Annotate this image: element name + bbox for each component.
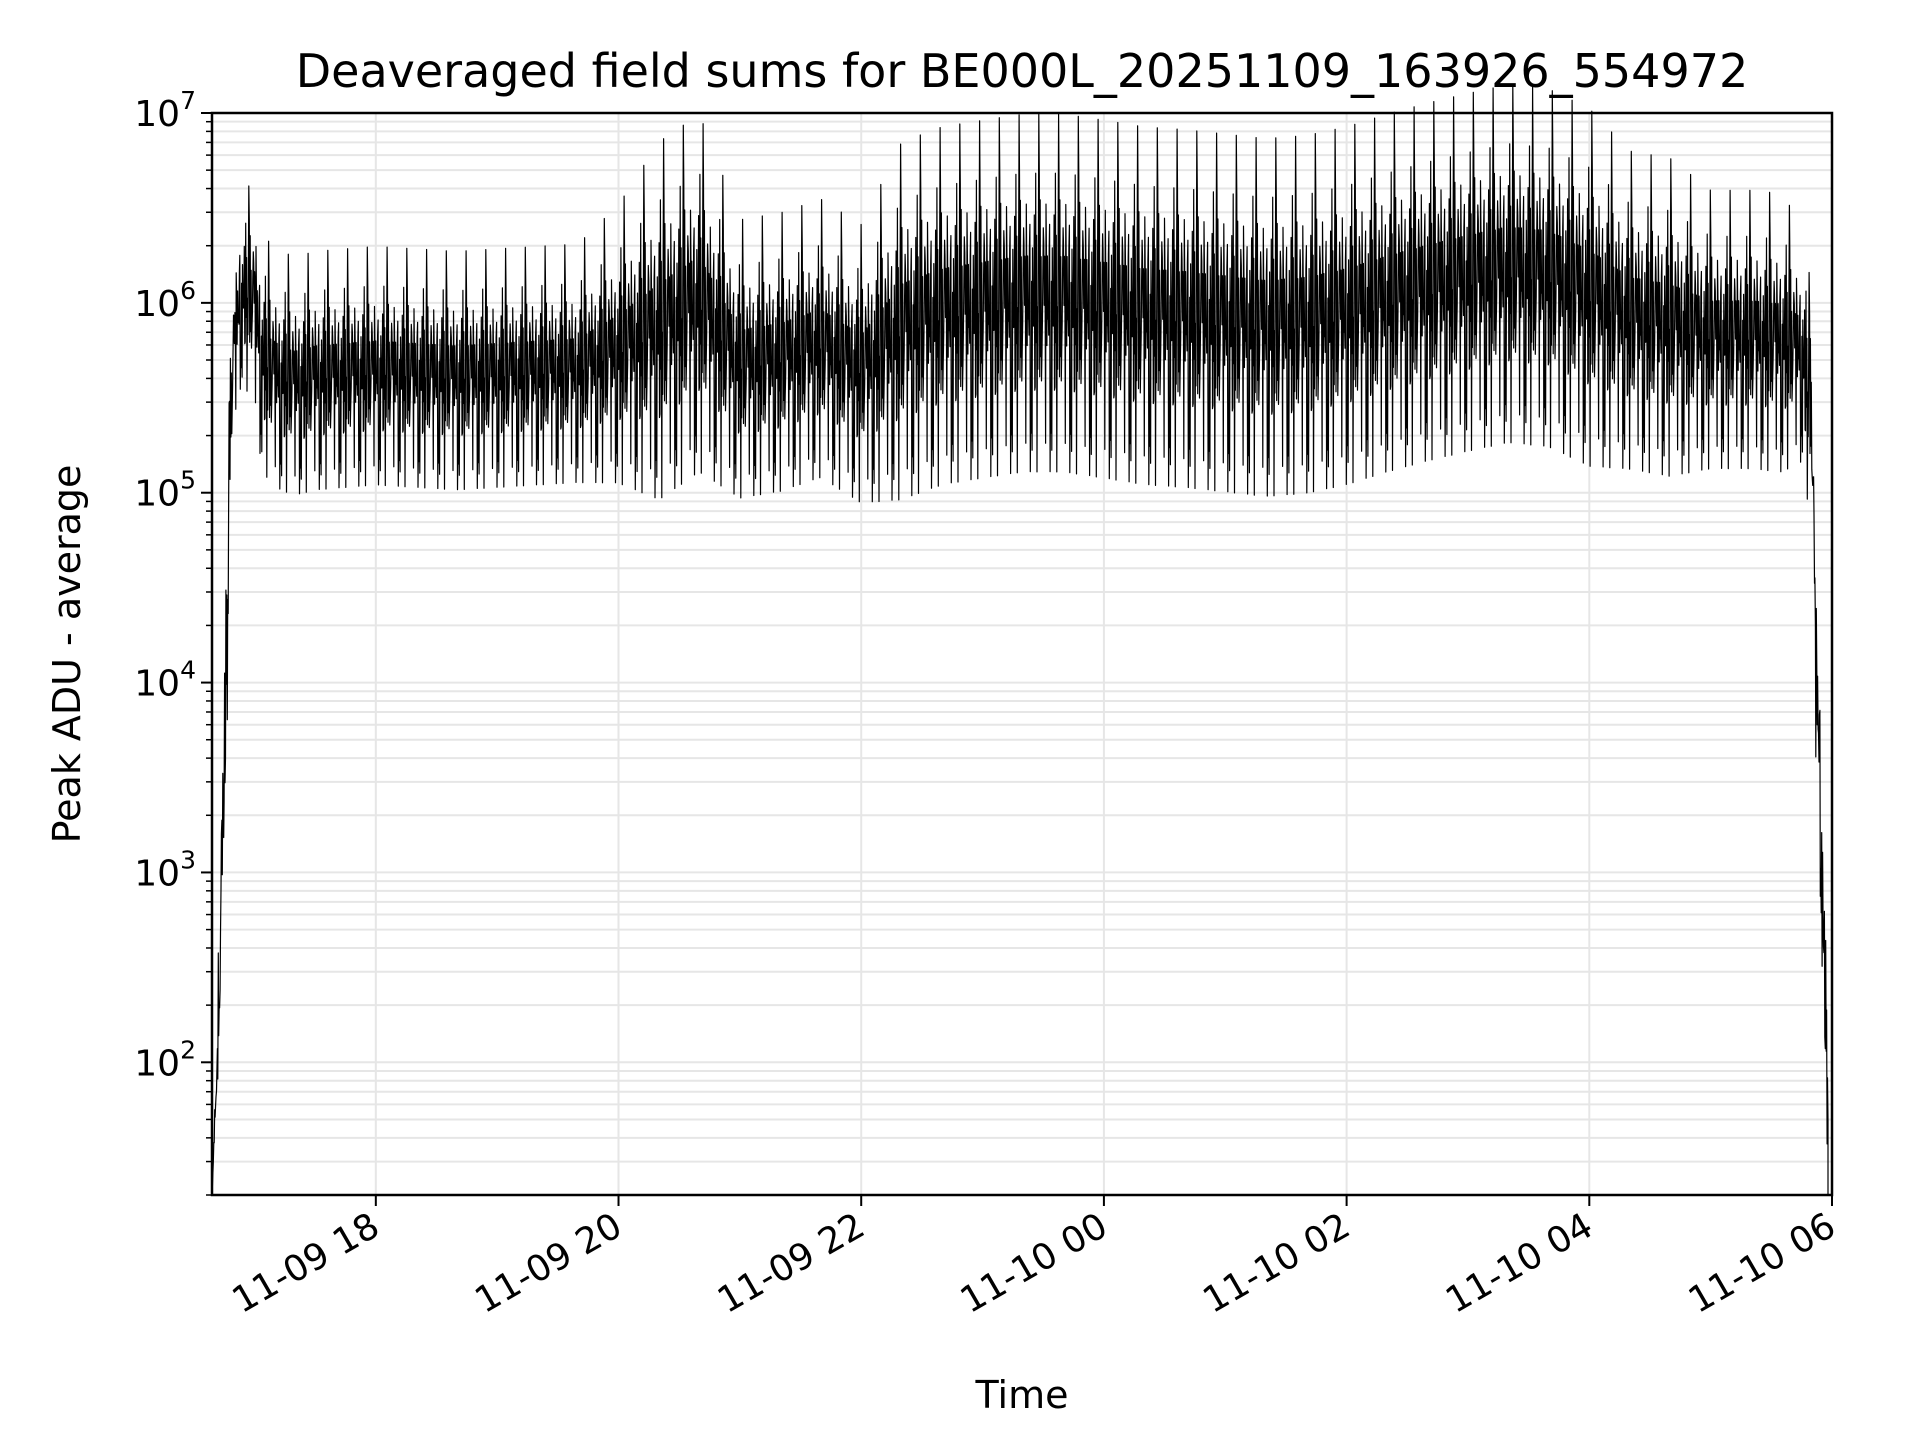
y-axis: 102 103 104 105 106 107: [134, 86, 212, 1196]
x-axis-label: Time: [975, 1373, 1069, 1417]
y-tick-label: 104: [134, 656, 196, 705]
axes-frame: [210, 111, 1834, 1197]
y-tick-label: 107: [134, 86, 196, 135]
y-tick-label: 103: [134, 845, 196, 894]
y-axis-label: Peak ADU - average: [45, 465, 89, 844]
y-tick-label: 102: [134, 1035, 196, 1084]
chart-title: Deaveraged field sums for BE000L_2025110…: [296, 44, 1749, 98]
series-group: [211, 84, 1829, 1196]
data-series-line: [211, 84, 1829, 1196]
y-tick-label: 106: [134, 276, 196, 325]
y-tick-label: 105: [134, 466, 196, 515]
